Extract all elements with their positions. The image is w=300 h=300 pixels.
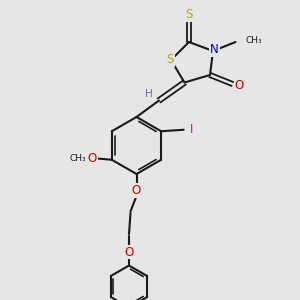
Text: O: O: [235, 79, 244, 92]
Text: I: I: [190, 123, 193, 136]
Text: S: S: [167, 53, 174, 66]
Text: O: O: [124, 245, 134, 259]
Text: CH₃: CH₃: [69, 154, 85, 163]
Text: H: H: [145, 89, 152, 100]
Text: O: O: [132, 184, 141, 197]
Text: CH₃: CH₃: [246, 36, 262, 45]
Text: N: N: [210, 43, 219, 56]
Text: S: S: [185, 8, 193, 21]
Text: O: O: [88, 152, 97, 165]
